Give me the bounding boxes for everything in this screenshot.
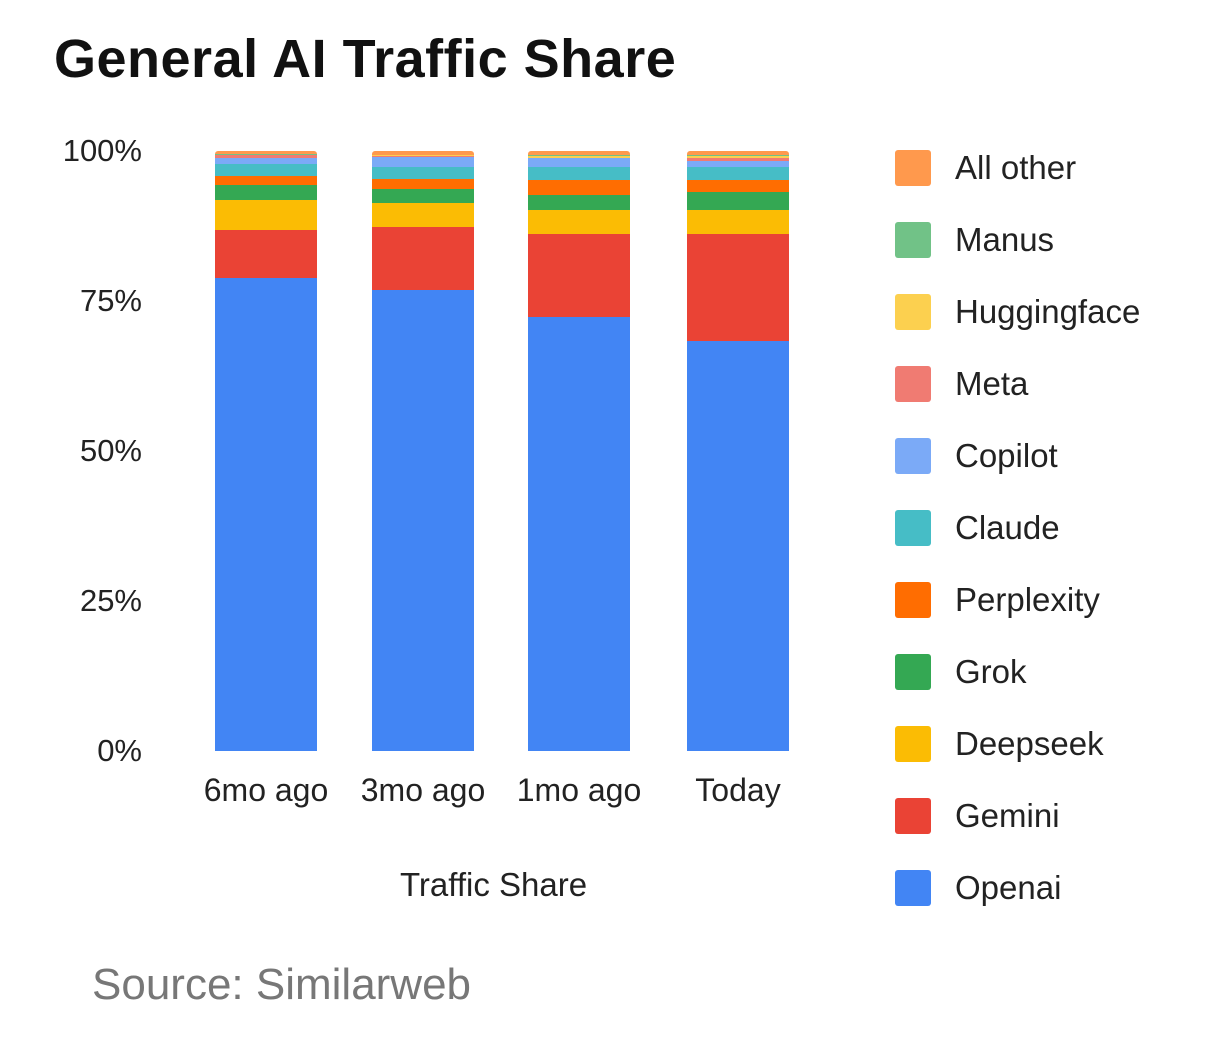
bar-segment: [215, 155, 317, 159]
bar-segment: [528, 158, 630, 168]
legend-swatch-icon: [895, 438, 931, 474]
legend-label: Meta: [955, 365, 1029, 402]
bar-segment: [528, 234, 630, 318]
stacked-bar: [687, 151, 789, 751]
bar-segment: [372, 167, 474, 180]
bar-segment: [372, 151, 474, 156]
bar-segment: [687, 210, 789, 235]
chart-title: General AI Traffic Share: [54, 29, 677, 89]
legend-item: Perplexity: [895, 564, 1140, 636]
bar-segment: [215, 230, 317, 279]
bar-segment: [687, 166, 789, 181]
bar-segment: [528, 167, 630, 181]
bar-segment: [528, 195, 630, 211]
bar-segment: [528, 155, 630, 158]
legend-swatch-icon: [895, 222, 931, 258]
legend-item: All other: [895, 132, 1140, 204]
legend-swatch-icon: [895, 366, 931, 402]
bar-segment: [528, 180, 630, 196]
bar-segment: [528, 210, 630, 235]
y-tick-label: 75%: [79, 283, 142, 318]
legend: All other Manus Huggingface Meta Copilot Clau…: [895, 132, 1140, 924]
legend-swatch-icon: [895, 150, 931, 186]
bar-segment: [215, 200, 317, 231]
bar-segment: [528, 157, 630, 159]
bar-segment: [372, 189, 474, 204]
x-tick-label: Today: [695, 772, 781, 808]
legend-label: Copilot: [955, 437, 1058, 474]
legend-label: Claude: [955, 509, 1060, 546]
legend-label: Deepseek: [955, 725, 1104, 762]
bar-segment: [687, 180, 789, 193]
bar-segment: [687, 156, 789, 158]
legend-label: Manus: [955, 221, 1055, 258]
legend-label: Gemini: [955, 797, 1060, 834]
legend-item: Copilot: [895, 420, 1140, 492]
legend-item: Openai: [895, 852, 1140, 924]
bar-segment: [215, 151, 317, 155]
bar-segment: [372, 155, 474, 158]
bar-segment: [215, 185, 317, 201]
bar-segment: [687, 151, 789, 155]
legend-item: Meta: [895, 348, 1140, 420]
legend-label: All other: [955, 149, 1077, 186]
legend-swatch-icon: [895, 294, 931, 330]
y-tick-label: 100%: [62, 133, 142, 168]
bar-segment: [215, 154, 317, 156]
bar-segment: [215, 176, 317, 186]
legend-item: Grok: [895, 636, 1140, 708]
stacked-bar: [528, 151, 630, 751]
x-tick-label: 6mo ago: [203, 772, 329, 808]
bar-segment: [215, 278, 317, 751]
bar-segment: [687, 341, 789, 751]
stacked-bar: [372, 151, 474, 751]
bar-segment: [372, 290, 474, 751]
legend-label: Huggingface: [955, 293, 1141, 330]
y-tick-label: 0%: [97, 733, 142, 768]
legend-label: Grok: [955, 653, 1027, 690]
legend-item: Huggingface: [895, 276, 1140, 348]
legend-swatch-icon: [895, 870, 931, 906]
bar-segment: [528, 151, 630, 156]
bar-segment: [372, 155, 474, 156]
x-tick-label: 3mo ago: [360, 772, 486, 808]
x-tick-label: 1mo ago: [516, 772, 642, 808]
bar-segment: [528, 155, 630, 156]
legend-swatch-icon: [895, 726, 931, 762]
source-note: Source: Similarweb: [92, 960, 472, 1009]
bar-segment: [215, 158, 317, 165]
x-axis-label: Traffic Share: [400, 866, 588, 903]
y-tick-label: 25%: [79, 583, 142, 618]
bar-segment: [528, 317, 630, 751]
bar-segment: [687, 157, 789, 161]
legend-swatch-icon: [895, 798, 931, 834]
legend-swatch-icon: [895, 654, 931, 690]
legend-label: Perplexity: [955, 581, 1100, 618]
bar-segment: [372, 179, 474, 190]
bar-segment: [687, 160, 789, 167]
legend-swatch-icon: [895, 582, 931, 618]
legend-item: Claude: [895, 492, 1140, 564]
bar-segment: [372, 227, 474, 291]
bar-segment: [372, 203, 474, 228]
legend-swatch-icon: [895, 510, 931, 546]
bar-segment: [687, 154, 789, 157]
bar-segment: [687, 234, 789, 342]
legend-label: Openai: [955, 869, 1062, 906]
legend-item: Manus: [895, 204, 1140, 276]
bar-segment: [687, 192, 789, 211]
bar-segment: [215, 154, 317, 155]
bar-segment: [215, 164, 317, 177]
legend-item: Deepseek: [895, 708, 1140, 780]
bar-segment: [372, 157, 474, 168]
y-tick-label: 50%: [79, 433, 142, 468]
legend-item: Gemini: [895, 780, 1140, 852]
plot-area: [150, 151, 800, 751]
stacked-bar: [215, 151, 317, 751]
